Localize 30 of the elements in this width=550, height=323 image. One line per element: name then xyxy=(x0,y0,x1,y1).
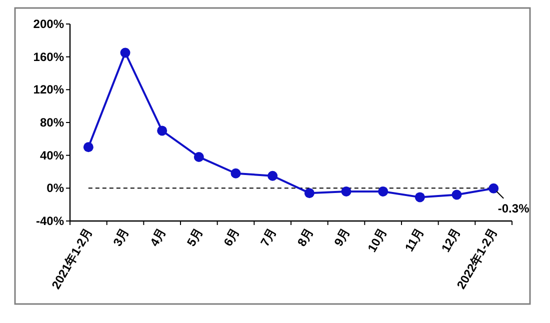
y-tick-label: 40% xyxy=(40,148,64,162)
x-tick-label: 8月 xyxy=(294,226,316,249)
x-tick-label: 6月 xyxy=(220,226,242,249)
x-tick-label: 3月 xyxy=(110,226,132,249)
y-tick-label: 200% xyxy=(33,17,64,31)
point xyxy=(378,186,388,196)
y-tick-label: -40% xyxy=(36,214,64,228)
point xyxy=(452,190,462,200)
x-tick-label: 5月 xyxy=(184,226,206,249)
point xyxy=(194,152,204,162)
point xyxy=(157,126,168,136)
y-tick-label: 0% xyxy=(46,181,64,196)
point xyxy=(83,142,94,152)
x-tick-label: 9月 xyxy=(331,226,353,249)
point xyxy=(488,183,499,194)
data-label: -0.3% xyxy=(498,201,530,216)
x-tick-label: 4月 xyxy=(147,226,169,249)
point xyxy=(304,188,314,198)
point xyxy=(120,48,130,58)
y-tick-label: 160% xyxy=(33,50,64,64)
x-tick-label: 12月 xyxy=(438,226,464,254)
point xyxy=(230,168,241,178)
point xyxy=(414,192,425,202)
x-tick-label: 11月 xyxy=(402,226,427,254)
x-tick-label: 10月 xyxy=(364,226,390,254)
y-tick-label: 120% xyxy=(33,82,64,97)
point xyxy=(341,186,352,196)
point xyxy=(268,170,278,181)
x-tick-label: 7月 xyxy=(258,226,280,249)
y-tick-label: 80% xyxy=(40,116,64,130)
